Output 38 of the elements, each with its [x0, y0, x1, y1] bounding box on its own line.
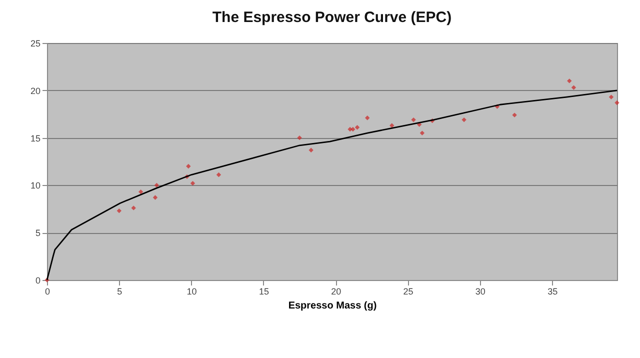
point [571, 85, 576, 90]
y-tick-label: 10 [30, 180, 40, 191]
chart-title: The Espresso Power Curve (EPC) [212, 9, 452, 26]
x-tick-label: 0 [44, 286, 50, 296]
point [608, 94, 614, 100]
point [567, 78, 572, 84]
point [350, 126, 356, 132]
point [152, 195, 158, 200]
x-tick-label: 15 [258, 286, 269, 296]
point [138, 189, 144, 194]
x-tick-label: 5 [117, 286, 122, 296]
y-tick-label: 5 [35, 228, 40, 238]
point [308, 148, 314, 152]
point [216, 172, 222, 178]
y-tick-label: 0 [35, 276, 40, 286]
point [411, 117, 416, 122]
point [614, 100, 620, 106]
x-axis-title: Espresso Mass (g) [288, 300, 377, 312]
point [462, 117, 466, 122]
point [365, 116, 370, 120]
x-tick-label: 10 [186, 286, 197, 296]
point [116, 208, 122, 214]
point [390, 123, 394, 128]
point [186, 164, 191, 169]
point [297, 135, 302, 140]
x-tick-label: 35 [548, 286, 558, 296]
y-tick-label: 25 [30, 38, 40, 48]
point [354, 125, 360, 130]
point [154, 182, 160, 188]
x-tick-label: 30 [475, 286, 486, 296]
y-tick-label: 20 [30, 86, 40, 96]
point [190, 180, 196, 186]
point [420, 130, 425, 136]
point [131, 206, 136, 210]
x-tick-label: 20 [331, 286, 342, 296]
y-tick-label: 15 [30, 133, 40, 144]
point [512, 112, 517, 118]
x-tick-label: 25 [403, 286, 414, 296]
